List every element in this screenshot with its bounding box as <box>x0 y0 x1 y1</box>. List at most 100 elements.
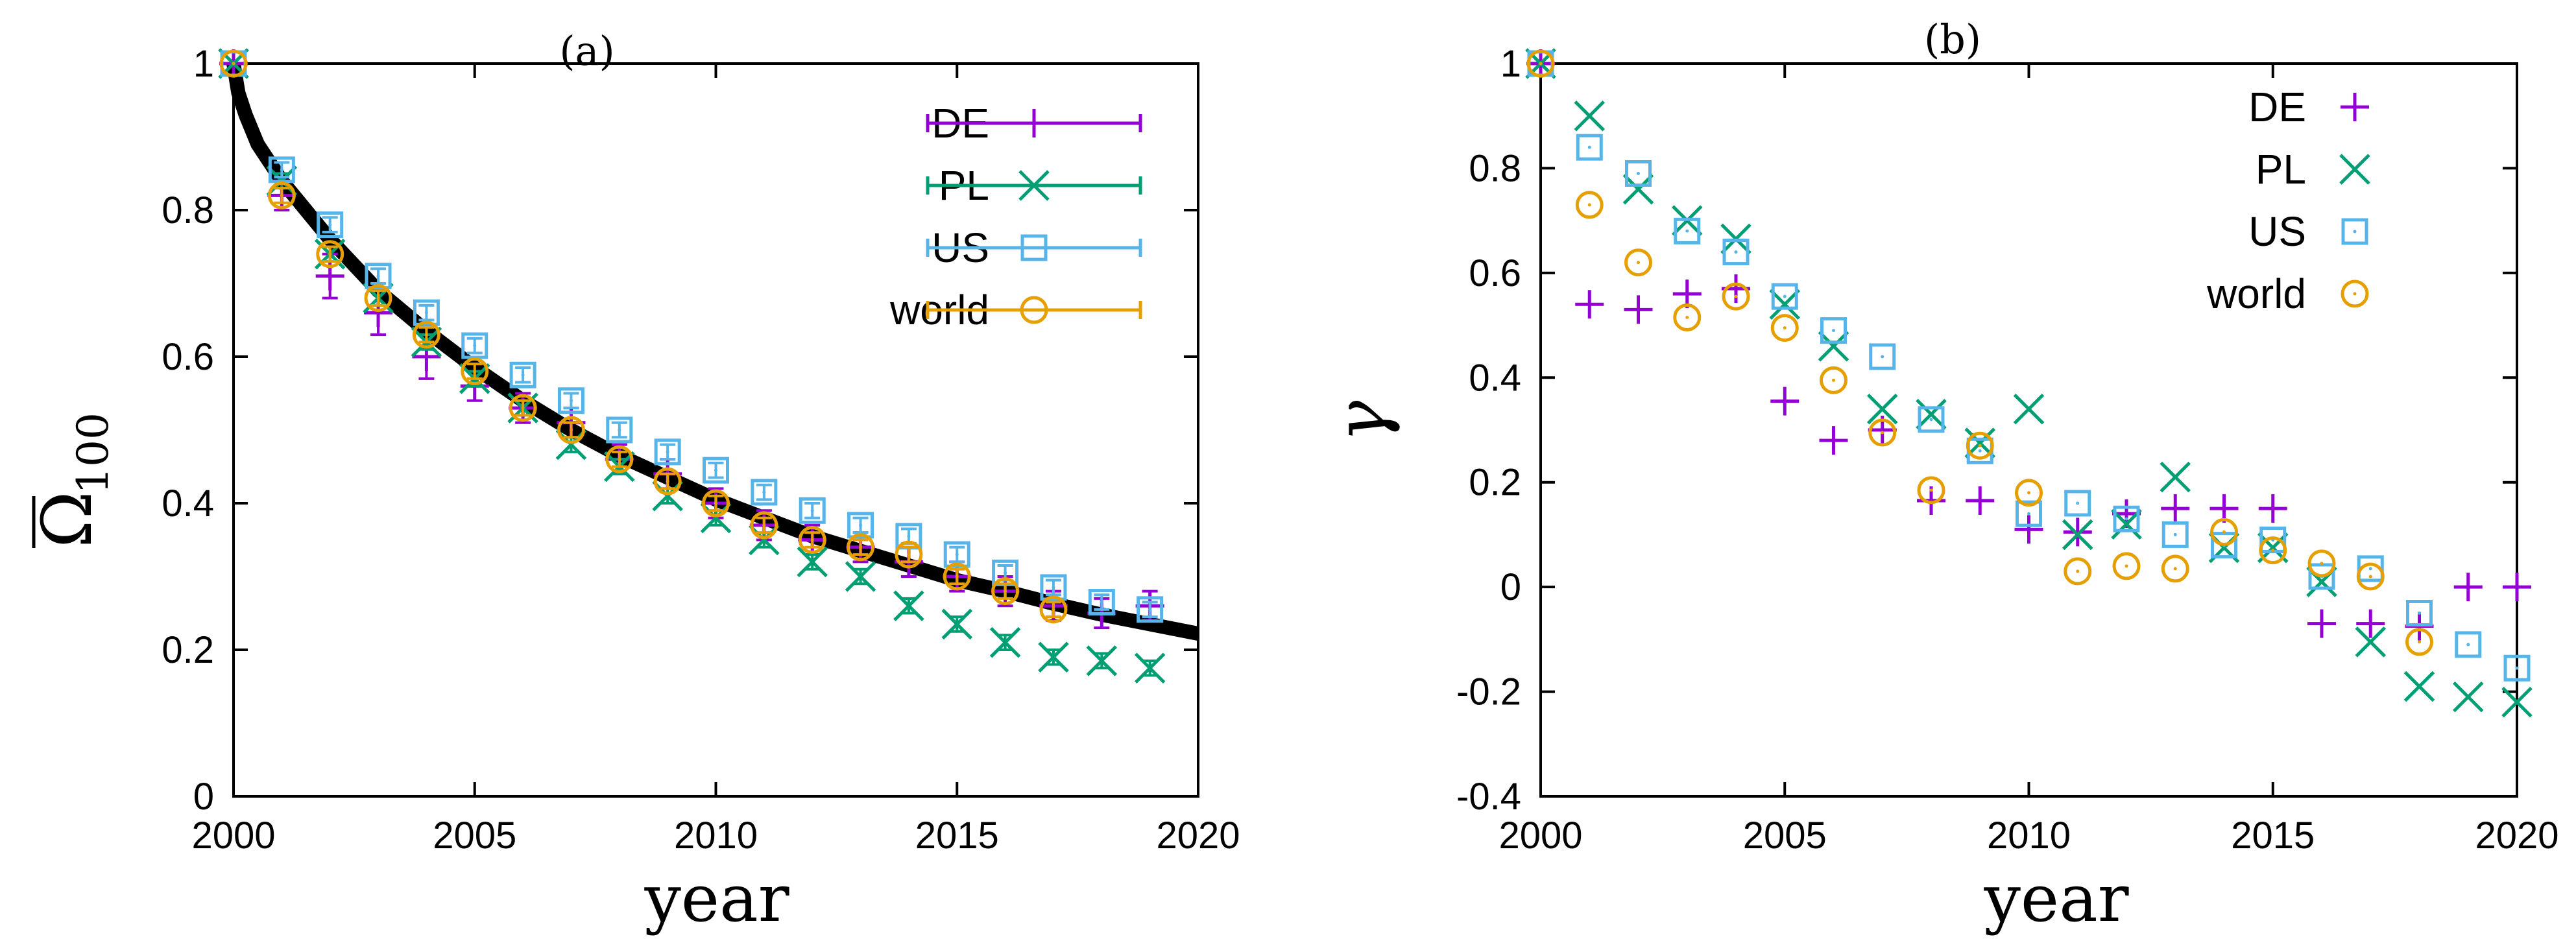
b-point-us <box>2357 555 2384 582</box>
b-point-us <box>2455 631 2482 658</box>
a-point-world <box>219 49 248 78</box>
b-point-world-ring <box>2112 552 2141 580</box>
b-point-world-dot <box>2368 575 2372 578</box>
b-point-us-dot <box>1783 294 1787 298</box>
b-point-de <box>2307 609 2336 638</box>
a-point-world-dot <box>328 252 332 256</box>
a-point-pl-d2 <box>1134 652 1166 684</box>
b-point-world <box>2259 536 2287 565</box>
a-point-world-dot <box>618 457 621 461</box>
a-point-pl-d2 <box>1038 641 1069 673</box>
b-point-us <box>2016 500 2042 527</box>
b-legend-marker-us <box>2341 218 2368 245</box>
b-point-us-box <box>1625 160 1652 187</box>
a-point-world-ring <box>895 540 923 569</box>
b-point-de <box>1624 295 1653 324</box>
b-point-world <box>1770 314 1799 342</box>
a-point-us-box <box>703 457 729 484</box>
panel-a-xlabel: year <box>644 861 789 936</box>
b-point-us-box <box>2406 600 2433 626</box>
a-point-world-ring <box>605 445 634 473</box>
a-point-us-box <box>509 361 536 388</box>
a-point-us <box>1137 596 1164 623</box>
b-legend: DE PL US world <box>2206 84 2370 317</box>
panel-a-title: (a) <box>559 27 614 75</box>
a-point-world <box>895 540 923 569</box>
a-point-world-dot <box>907 553 911 556</box>
b-point-pl <box>2111 508 2142 540</box>
panel-b-xlabel: year <box>1983 861 2128 936</box>
b-point-us <box>1625 160 1652 187</box>
b-point-pl-d2 <box>2160 461 2191 493</box>
a-legend-marker-world <box>1020 296 1048 324</box>
a-point-us-box <box>1137 596 1164 623</box>
a-legend-marker-us-box <box>1020 234 1048 261</box>
b-point-world-dot <box>1881 431 1884 434</box>
a-point-us-box <box>413 299 440 326</box>
b-point-world-dot <box>1587 203 1591 207</box>
b-point-us-box <box>2064 490 2091 517</box>
a-point-world-dot <box>762 523 766 527</box>
b-point-pl-d2 <box>1818 331 1849 362</box>
a-point-world <box>412 320 440 349</box>
panel-b: (b) 2000 2005 2010 2015 2020 -0.4 -0.2 0 0.2 0.4 0… <box>1321 16 2559 936</box>
b-point-de <box>2258 494 2287 523</box>
b-point-world-ring <box>2210 518 2238 546</box>
b-point-us <box>1771 283 1798 310</box>
a-ytick-label: 0.2 <box>162 629 214 671</box>
b-point-us <box>1674 217 1701 244</box>
b-point-us-box <box>1771 283 1798 310</box>
b-point-world-dot <box>2076 569 2080 573</box>
b-point-us-dot <box>2418 612 2421 615</box>
b-legend-marker-de <box>2341 93 2369 121</box>
b-point-world-dot <box>1832 378 1835 382</box>
b-point-de <box>2209 494 2239 523</box>
a-point-world-ring <box>316 240 344 268</box>
a-series-de <box>219 49 1164 630</box>
a-point-world <box>316 240 344 268</box>
a-point-us-dot <box>424 311 428 315</box>
a-point-world-ring <box>1039 595 1068 624</box>
a-point-world-ring <box>557 416 585 444</box>
a-point-world-dot <box>1004 589 1007 593</box>
b-point-us-dot <box>2125 517 2128 521</box>
a-point-world-ring <box>509 394 537 422</box>
b-legend-marker-world-ring <box>2341 280 2369 308</box>
a-legend-marker-pl <box>1018 170 1050 201</box>
a-point-us-box <box>847 512 874 539</box>
a-point-us-box <box>751 479 778 506</box>
b-point-world-ring <box>1624 248 1652 277</box>
a-point-us <box>509 361 536 388</box>
panel-b-plot-area: 2000 2005 2010 2015 2020 -0.4 -0.2 0 0.2 0.4 0.6 0.… <box>1456 43 2558 857</box>
b-point-pl <box>1574 100 1606 132</box>
a-point-world-ring <box>750 511 778 540</box>
b-point-us-box <box>2503 654 2531 682</box>
a-point-world-dot <box>859 545 863 549</box>
b-point-world-ring <box>1820 366 1848 394</box>
a-point-world <box>847 533 875 562</box>
a-point-us-dot <box>762 490 766 494</box>
a-point-us <box>703 457 729 484</box>
b-point-de <box>1575 290 1604 319</box>
a-point-pl <box>941 608 973 640</box>
b-point-world-ring <box>2161 554 2189 583</box>
b-series-world <box>1526 49 2433 656</box>
a-point-pl <box>1134 652 1166 684</box>
b-point-us-box <box>1576 134 1603 161</box>
b-point-pl-d2 <box>2501 686 2533 718</box>
b-xtick-label: 2010 <box>1987 815 2071 857</box>
a-point-world-dot <box>714 501 717 505</box>
a-ytick-label: 0.8 <box>162 189 214 232</box>
a-point-us-dot <box>473 344 477 348</box>
b-legend-label-pl: PL <box>2256 146 2306 193</box>
a-point-us-dot <box>569 399 573 403</box>
a-point-world-dot <box>280 193 283 197</box>
a-point-us <box>799 497 826 524</box>
b-point-world <box>1820 366 1848 394</box>
b-point-pl <box>2160 461 2191 493</box>
panel-b-title: (b) <box>1924 16 1981 63</box>
panel-a-ylabel-subscript: 100 <box>68 412 118 494</box>
b-point-pl-d2 <box>2355 626 2387 658</box>
a-point-world-ring <box>653 467 682 495</box>
b-point-de <box>1770 387 1800 416</box>
